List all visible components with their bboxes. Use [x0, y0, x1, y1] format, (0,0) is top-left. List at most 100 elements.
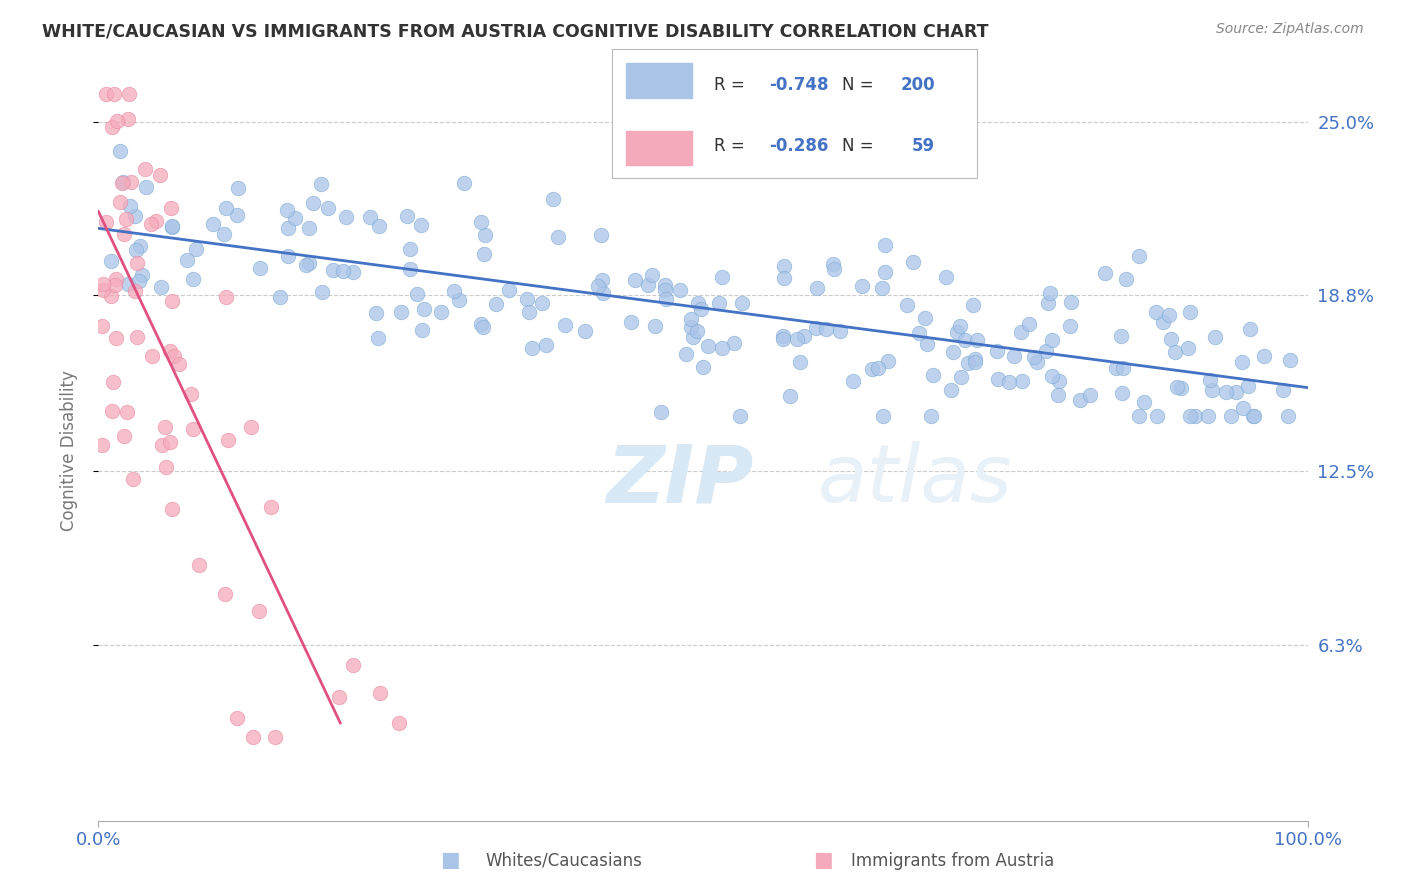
- Point: [398, 242, 420, 256]
- Point: [117, 277, 139, 291]
- Point: [90, 438, 112, 452]
- Point: [1230, 355, 1253, 369]
- Point: [592, 285, 614, 300]
- Point: [368, 219, 391, 233]
- Point: [395, 209, 418, 223]
- Point: [160, 219, 183, 234]
- Point: [914, 310, 936, 325]
- Point: [159, 343, 181, 358]
- Point: [111, 177, 134, 191]
- Point: [412, 301, 434, 316]
- Point: [591, 228, 613, 243]
- Point: [1069, 393, 1091, 408]
- Point: [1152, 315, 1174, 329]
- Point: [311, 285, 333, 300]
- Point: [1215, 384, 1237, 399]
- Point: [1170, 380, 1192, 394]
- Point: [806, 320, 828, 334]
- Point: [149, 169, 172, 183]
- Point: [160, 201, 183, 215]
- Point: [159, 435, 181, 450]
- Point: [772, 332, 794, 346]
- Point: [101, 375, 124, 389]
- Point: [1047, 375, 1070, 389]
- Point: [675, 347, 697, 361]
- Point: [162, 219, 184, 233]
- Point: [91, 277, 114, 292]
- Point: [127, 256, 149, 270]
- Point: [949, 370, 972, 384]
- Point: [406, 287, 429, 301]
- Point: [710, 269, 733, 284]
- Point: [920, 409, 942, 423]
- Point: [125, 243, 148, 257]
- Point: [1160, 333, 1182, 347]
- Point: [110, 144, 132, 158]
- Point: [793, 328, 815, 343]
- Point: [364, 306, 387, 320]
- Point: [215, 290, 238, 304]
- Point: [342, 265, 364, 279]
- Point: [111, 175, 134, 189]
- Point: [498, 284, 520, 298]
- Point: [1111, 386, 1133, 401]
- Point: [302, 196, 325, 211]
- Point: [430, 305, 453, 319]
- Point: [1225, 385, 1247, 400]
- Point: [821, 257, 844, 271]
- Point: [108, 195, 131, 210]
- Point: [105, 331, 128, 345]
- Point: [1078, 388, 1101, 402]
- Point: [359, 210, 381, 224]
- Point: [295, 258, 318, 272]
- Point: [125, 329, 148, 343]
- Point: [184, 242, 207, 256]
- Point: [1166, 380, 1188, 394]
- Point: [637, 277, 659, 292]
- Point: [901, 255, 924, 269]
- Point: [908, 326, 931, 341]
- Point: [669, 283, 692, 297]
- Point: [710, 341, 733, 355]
- Point: [1026, 355, 1049, 369]
- Point: [1011, 375, 1033, 389]
- Point: [851, 279, 873, 293]
- Point: [935, 269, 957, 284]
- Point: [534, 337, 557, 351]
- Point: [723, 335, 745, 350]
- Point: [91, 283, 114, 297]
- Point: [1035, 343, 1057, 358]
- Point: [860, 361, 883, 376]
- Point: [520, 341, 543, 355]
- Point: [242, 730, 264, 744]
- Point: [1018, 317, 1040, 331]
- Text: Whites/Caucasians: Whites/Caucasians: [485, 852, 643, 870]
- Point: [1177, 341, 1199, 355]
- Point: [1204, 329, 1226, 343]
- Text: ■: ■: [813, 850, 832, 870]
- FancyBboxPatch shape: [626, 130, 692, 166]
- Point: [124, 284, 146, 298]
- Point: [120, 199, 142, 213]
- Point: [181, 272, 204, 286]
- Point: [411, 218, 433, 232]
- Point: [1178, 409, 1201, 423]
- Point: [986, 344, 1008, 359]
- Point: [104, 272, 127, 286]
- Point: [1109, 329, 1132, 343]
- Point: [654, 283, 676, 297]
- Point: [135, 179, 157, 194]
- Point: [962, 298, 984, 312]
- Point: [957, 356, 980, 370]
- Point: [277, 220, 299, 235]
- Point: [779, 389, 801, 403]
- Point: [730, 409, 752, 423]
- Point: [873, 238, 896, 252]
- Text: -0.286: -0.286: [769, 137, 828, 155]
- Point: [472, 247, 495, 261]
- Point: [1278, 352, 1301, 367]
- Point: [641, 268, 664, 282]
- Point: [644, 318, 666, 333]
- Point: [1002, 349, 1025, 363]
- Point: [586, 279, 609, 293]
